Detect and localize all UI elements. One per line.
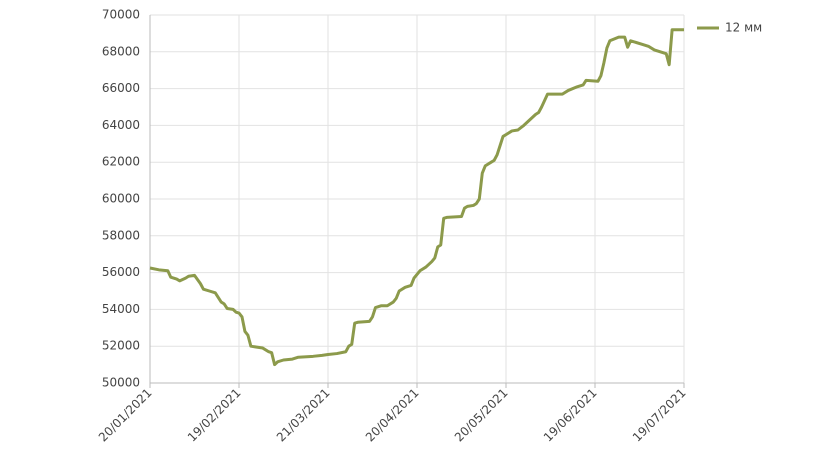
y-tick-label: 54000	[102, 302, 140, 316]
y-tick-label: 50000	[102, 376, 140, 390]
x-tick-label: 20/01/2021	[96, 386, 155, 445]
data-line	[149, 28, 684, 367]
y-tick-label: 64000	[102, 118, 140, 132]
y-tick-label: 66000	[102, 81, 140, 95]
x-tick-label: 20/05/2021	[452, 386, 511, 445]
x-tick-label: 21/03/2021	[274, 386, 333, 445]
x-tick-label: 19/07/2021	[630, 386, 689, 445]
y-tick-label: 58000	[102, 228, 140, 242]
y-tick-label: 62000	[102, 155, 140, 169]
legend-label: 12 мм	[725, 21, 762, 35]
y-tick-label: 52000	[102, 339, 140, 353]
y-tick-label: 70000	[102, 8, 140, 22]
y-tick-label: 60000	[102, 192, 140, 206]
x-tick-label: 19/02/2021	[185, 386, 244, 445]
y-tick-label: 56000	[102, 265, 140, 279]
y-tick-label: 68000	[102, 44, 140, 58]
x-tick-label: 20/04/2021	[363, 386, 422, 445]
x-tick-label: 19/06/2021	[541, 386, 600, 445]
